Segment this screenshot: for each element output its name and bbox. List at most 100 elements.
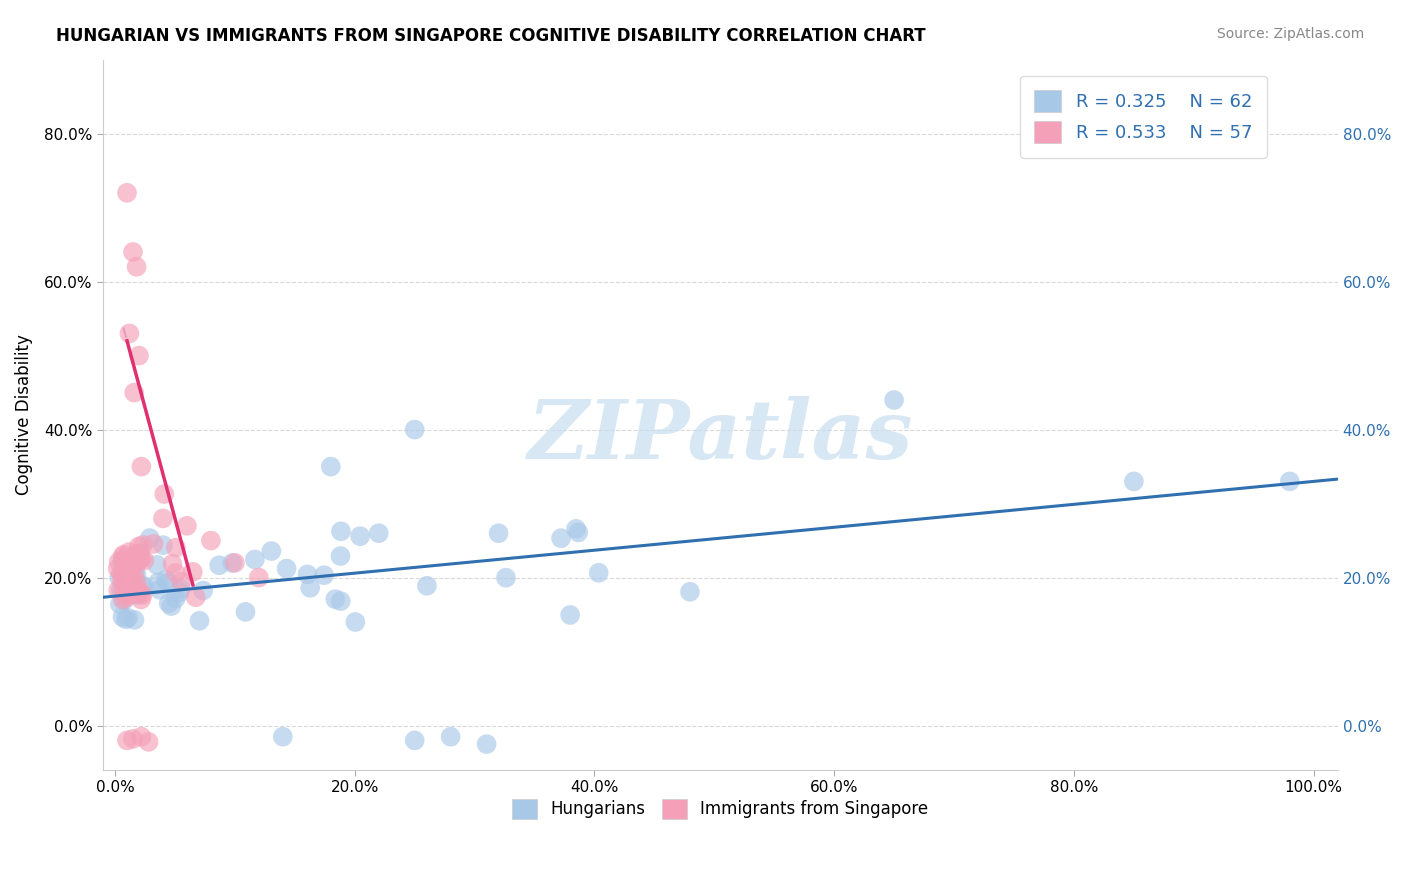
- Point: [567, 525, 589, 540]
- Point: [367, 526, 389, 541]
- Point: [160, 599, 183, 613]
- Point: [162, 557, 184, 571]
- Point: [125, 567, 148, 582]
- Point: [349, 529, 371, 543]
- Point: [122, 385, 145, 400]
- Point: [131, 588, 153, 602]
- Point: [200, 533, 222, 548]
- Point: [111, 553, 134, 567]
- Point: [114, 554, 136, 568]
- Point: [127, 582, 149, 597]
- Point: [330, 524, 353, 539]
- Point: [176, 518, 198, 533]
- Point: [560, 607, 582, 622]
- Point: [224, 556, 246, 570]
- Point: [344, 615, 367, 629]
- Point: [134, 553, 156, 567]
- Point: [139, 531, 162, 545]
- Point: [111, 610, 134, 624]
- Point: [132, 538, 155, 552]
- Point: [121, 575, 143, 590]
- Point: [108, 571, 131, 585]
- Point: [165, 591, 187, 606]
- Point: [329, 549, 352, 563]
- Point: [108, 597, 131, 611]
- Point: [299, 581, 322, 595]
- Point: [115, 591, 138, 605]
- Point: [319, 459, 342, 474]
- Point: [170, 582, 193, 596]
- Point: [323, 592, 346, 607]
- Y-axis label: Cognitive Disability: Cognitive Disability: [15, 334, 32, 495]
- Point: [120, 585, 142, 599]
- Point: [184, 591, 207, 605]
- Point: [127, 547, 149, 561]
- Point: [475, 737, 498, 751]
- Point: [235, 605, 257, 619]
- Legend: Hungarians, Immigrants from Singapore: Hungarians, Immigrants from Singapore: [505, 792, 935, 826]
- Point: [128, 551, 150, 566]
- Point: [221, 556, 243, 570]
- Point: [329, 594, 352, 608]
- Point: [191, 583, 214, 598]
- Point: [131, 579, 153, 593]
- Point: [152, 538, 174, 552]
- Point: [114, 592, 136, 607]
- Point: [146, 575, 169, 590]
- Point: [118, 587, 141, 601]
- Point: [404, 733, 426, 747]
- Point: [156, 575, 179, 590]
- Point: [188, 614, 211, 628]
- Point: [157, 596, 180, 610]
- Point: [112, 566, 135, 580]
- Point: [115, 186, 138, 200]
- Point: [149, 582, 172, 597]
- Point: [132, 579, 155, 593]
- Point: [110, 566, 132, 581]
- Point: [155, 573, 177, 587]
- Point: [111, 574, 134, 588]
- Point: [1278, 475, 1301, 489]
- Point: [115, 581, 138, 595]
- Point: [115, 733, 138, 747]
- Point: [146, 558, 169, 572]
- Point: [125, 576, 148, 591]
- Text: ZIPatlas: ZIPatlas: [527, 396, 912, 476]
- Point: [128, 349, 150, 363]
- Point: [679, 584, 702, 599]
- Point: [122, 568, 145, 582]
- Point: [122, 731, 145, 746]
- Point: [181, 565, 204, 579]
- Point: [125, 588, 148, 602]
- Point: [565, 522, 588, 536]
- Point: [883, 392, 905, 407]
- Point: [152, 511, 174, 525]
- Point: [118, 554, 141, 568]
- Point: [122, 245, 145, 260]
- Point: [115, 612, 138, 626]
- Point: [117, 558, 139, 573]
- Point: [495, 571, 517, 585]
- Point: [131, 551, 153, 566]
- Point: [170, 574, 193, 589]
- Point: [125, 586, 148, 600]
- Point: [243, 552, 266, 566]
- Point: [404, 423, 426, 437]
- Point: [208, 558, 231, 573]
- Point: [153, 487, 176, 501]
- Point: [169, 585, 191, 599]
- Point: [112, 574, 135, 588]
- Point: [111, 592, 134, 607]
- Point: [107, 582, 129, 597]
- Point: [550, 531, 572, 545]
- Point: [128, 547, 150, 561]
- Point: [165, 541, 187, 555]
- Point: [124, 568, 146, 582]
- Point: [107, 555, 129, 569]
- Point: [115, 567, 138, 582]
- Point: [131, 459, 153, 474]
- Point: [129, 586, 152, 600]
- Point: [138, 735, 160, 749]
- Point: [110, 582, 132, 597]
- Point: [112, 548, 135, 562]
